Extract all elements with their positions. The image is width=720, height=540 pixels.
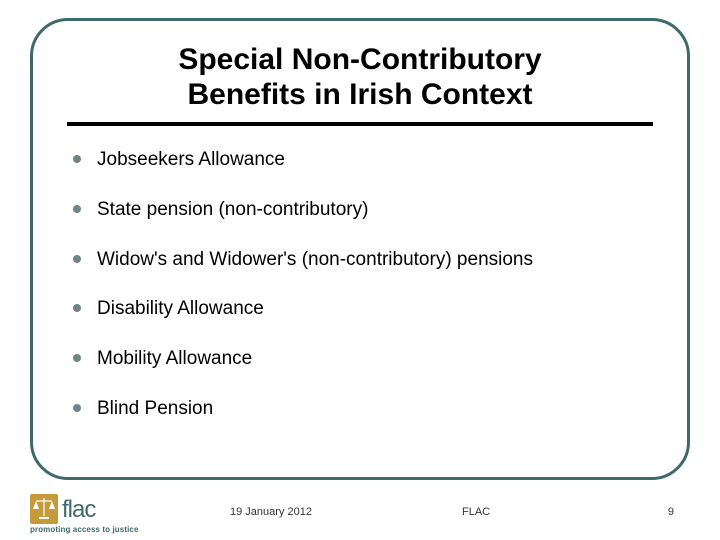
- list-item: Jobseekers Allowance: [71, 148, 653, 172]
- logo-row: flac: [30, 494, 170, 524]
- slide-frame: Special Non-Contributory Benefits in Iri…: [30, 18, 690, 480]
- list-item: Disability Allowance: [71, 297, 653, 321]
- bullet-text: Blind Pension: [97, 398, 213, 419]
- slide-title: Special Non-Contributory Benefits in Iri…: [67, 43, 653, 126]
- list-item: Widow's and Widower's (non-contributory)…: [71, 248, 653, 272]
- logo-text: flac: [62, 498, 95, 524]
- bullet-text: State pension (non-contributory): [97, 199, 368, 220]
- bullet-text: Disability Allowance: [97, 298, 264, 319]
- list-item: Blind Pension: [71, 397, 653, 421]
- slide-footer: flac promoting access to justice 19 Janu…: [30, 482, 690, 534]
- list-item: State pension (non-contributory): [71, 198, 653, 222]
- footer-date: 19 January 2012: [230, 506, 312, 518]
- bullet-text: Widow's and Widower's (non-contributory)…: [97, 249, 533, 270]
- title-line-2: Benefits in Irish Context: [187, 78, 532, 111]
- footer-page-number: 9: [668, 506, 674, 518]
- scales-icon: [30, 494, 58, 524]
- bullet-text: Mobility Allowance: [97, 348, 252, 369]
- bullet-text: Jobseekers Allowance: [97, 149, 285, 170]
- list-item: Mobility Allowance: [71, 347, 653, 371]
- logo-tagline: promoting access to justice: [30, 525, 170, 534]
- bullet-list: Jobseekers Allowance State pension (non-…: [67, 148, 653, 421]
- title-line-1: Special Non-Contributory: [178, 43, 541, 76]
- footer-org: FLAC: [462, 506, 490, 518]
- flac-logo: flac promoting access to justice: [30, 494, 170, 534]
